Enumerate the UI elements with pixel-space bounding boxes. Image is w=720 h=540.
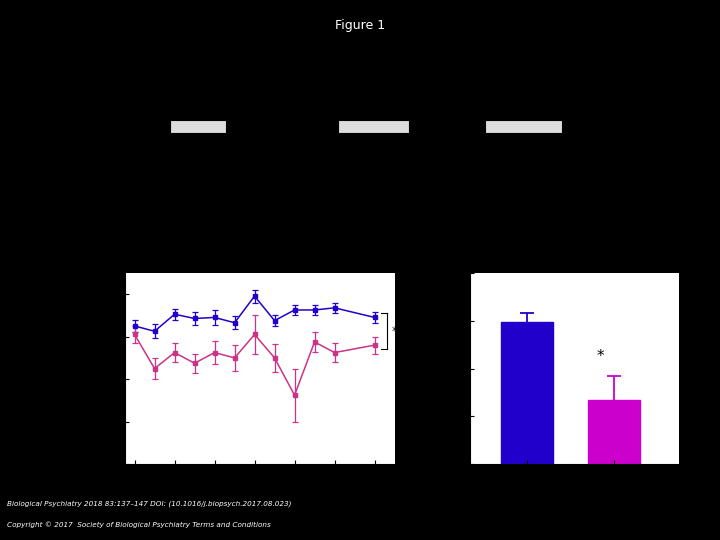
Text: 0: 0 xyxy=(112,104,117,112)
Text: 66: 66 xyxy=(333,104,343,112)
Text: Figure 1: Figure 1 xyxy=(335,19,385,32)
Text: Experimental Timeline: Within-Subjects Design: Experimental Timeline: Within-Subjects D… xyxy=(238,54,550,67)
Text: A: A xyxy=(91,54,105,72)
Y-axis label: Sucrose Consumption (mL): Sucrose Consumption (mL) xyxy=(94,307,103,430)
Text: 10: 10 xyxy=(221,104,230,112)
Text: *: * xyxy=(597,349,605,364)
Text: 75: 75 xyxy=(404,104,414,112)
Text: Perfusion: Perfusion xyxy=(646,167,681,177)
Text: 172: 172 xyxy=(657,104,671,112)
Text: Sucrose
Preference: Sucrose Preference xyxy=(353,72,394,91)
Text: Social Play: Social Play xyxy=(580,83,621,91)
FancyBboxPatch shape xyxy=(485,120,562,132)
FancyBboxPatch shape xyxy=(338,120,409,132)
Text: C: C xyxy=(431,253,444,271)
Text: Forced Swim
Test: Forced Swim Test xyxy=(385,184,433,204)
Text: 116: 116 xyxy=(590,104,605,112)
Text: Biological Psychiatry 2018 83:137–147 DOI: (10.1016/j.biopsych.2017.08.023): Biological Psychiatry 2018 83:137–147 DO… xyxy=(7,500,292,507)
Text: 108: 108 xyxy=(554,104,569,112)
Text: 97: 97 xyxy=(480,104,490,112)
Text: shRNA: shRNA xyxy=(432,167,457,177)
Text: Return to
standard
cages: Return to standard cages xyxy=(208,167,244,198)
Text: B: B xyxy=(89,253,102,271)
Text: Copyright © 2017  Society of Biological Psychiatry Terms and Conditions: Copyright © 2017 Society of Biological P… xyxy=(7,522,271,528)
Text: Sucrose
Preference: Sucrose Preference xyxy=(465,72,506,91)
Text: 78-82: 78-82 xyxy=(433,104,456,112)
Y-axis label: Sucrose Consumption (mL): Sucrose Consumption (mL) xyxy=(439,307,449,430)
Text: Control or
CES: Control or CES xyxy=(179,167,217,187)
Text: Birth: Birth xyxy=(104,167,123,177)
Text: Weaning: Weaning xyxy=(250,87,283,97)
Text: 2-9: 2-9 xyxy=(163,104,176,112)
Bar xyxy=(588,400,640,540)
Bar xyxy=(500,322,553,540)
FancyBboxPatch shape xyxy=(170,120,226,132)
Text: Day of Life:: Day of Life: xyxy=(91,105,145,114)
Text: Forced Swim
Test: Forced Swim Test xyxy=(500,184,548,204)
Text: *: * xyxy=(392,325,398,338)
X-axis label: Days: Days xyxy=(246,484,273,494)
Text: 21: 21 xyxy=(262,104,271,112)
